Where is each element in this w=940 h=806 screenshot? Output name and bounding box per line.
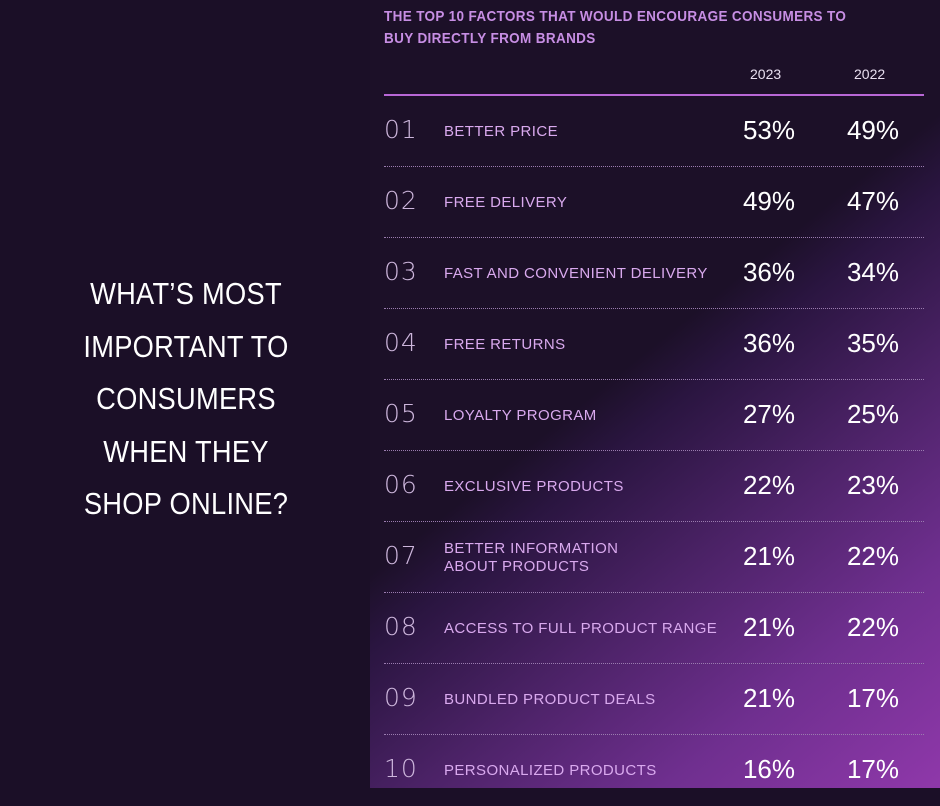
value-2022: 17% xyxy=(846,754,900,784)
row-rank: 06 xyxy=(384,470,418,499)
row-divider xyxy=(384,166,924,167)
value-2022: 47% xyxy=(846,186,900,216)
header-divider xyxy=(384,94,924,96)
value-2023: 36% xyxy=(742,257,796,287)
table-row: 03 FAST AND CONVENIENT DELIVERY 36% 34% xyxy=(384,238,924,309)
table-row: 01 BETTER PRICE 53% 49% xyxy=(384,96,924,167)
value-2023: 53% xyxy=(742,115,796,145)
row-label-line: EXCLUSIVE PRODUCTS xyxy=(444,478,624,495)
row-label: FAST AND CONVENIENT DELIVERY xyxy=(444,265,708,283)
column-header-2023: 2023 xyxy=(750,66,782,82)
headline-line: WHAT’S MOST xyxy=(90,276,282,311)
row-label-line: FAST AND CONVENIENT DELIVERY xyxy=(444,265,708,282)
table-row: 07 BETTER INFORMATION ABOUT PRODUCTS 21% 22% xyxy=(384,522,924,593)
row-label: PERSONALIZED PRODUCTS xyxy=(444,762,657,780)
value-2023: 49% xyxy=(742,186,796,216)
row-divider xyxy=(384,308,924,309)
table-row: 10 PERSONALIZED PRODUCTS 16% 17% xyxy=(384,735,924,806)
row-divider xyxy=(384,663,924,664)
value-2022: 25% xyxy=(846,399,900,429)
row-divider xyxy=(384,521,924,522)
row-label-line: LOYALTY PROGRAM xyxy=(444,407,597,424)
value-2022: 17% xyxy=(846,683,900,713)
table-row: 04 FREE RETURNS 36% 35% xyxy=(384,309,924,380)
row-rank: 04 xyxy=(384,328,418,357)
row-rank: 07 xyxy=(384,541,418,570)
row-label-line: ABOUT PRODUCTS xyxy=(444,558,590,575)
row-label-line: BUNDLED PRODUCT DEALS xyxy=(444,691,656,708)
row-label: LOYALTY PROGRAM xyxy=(444,407,597,425)
row-label-line: FREE RETURNS xyxy=(444,336,566,353)
value-2022: 22% xyxy=(846,541,900,571)
table-row: 06 EXCLUSIVE PRODUCTS 22% 23% xyxy=(384,451,924,522)
table-row: 09 BUNDLED PRODUCT DEALS 21% 17% xyxy=(384,664,924,735)
value-2023: 22% xyxy=(742,470,796,500)
table-row: 05 LOYALTY PROGRAM 27% 25% xyxy=(384,380,924,451)
headline: WHAT’S MOST IMPORTANT TO CONSUMERS WHEN … xyxy=(22,268,349,531)
table-row: 08 ACCESS TO FULL PRODUCT RANGE 21% 22% xyxy=(384,593,924,664)
table-row: 02 FREE DELIVERY 49% 47% xyxy=(384,167,924,238)
row-rank: 02 xyxy=(384,186,418,215)
row-divider xyxy=(384,379,924,380)
value-2023: 21% xyxy=(742,541,796,571)
row-label-line: PERSONALIZED PRODUCTS xyxy=(444,762,657,779)
row-rank: 08 xyxy=(384,612,418,641)
value-2023: 27% xyxy=(742,399,796,429)
headline-line: CONSUMERS xyxy=(96,381,276,416)
row-label: BETTER PRICE xyxy=(444,123,558,141)
row-label-line: BETTER INFORMATION xyxy=(444,540,619,557)
value-2023: 21% xyxy=(742,683,796,713)
value-2023: 21% xyxy=(742,612,796,642)
table-panel-background xyxy=(370,0,940,788)
row-label: ACCESS TO FULL PRODUCT RANGE xyxy=(444,620,717,638)
left-panel xyxy=(0,0,370,788)
row-divider xyxy=(384,734,924,735)
table-title: THE TOP 10 FACTORS THAT WOULD ENCOURAGE … xyxy=(384,8,847,47)
value-2022: 34% xyxy=(846,257,900,287)
row-label-line: FREE DELIVERY xyxy=(444,194,568,211)
value-2022: 22% xyxy=(846,612,900,642)
row-label-line: BETTER PRICE xyxy=(444,123,558,140)
row-label: BETTER INFORMATION ABOUT PRODUCTS xyxy=(444,540,618,576)
row-label: BUNDLED PRODUCT DEALS xyxy=(444,691,656,709)
row-rank: 09 xyxy=(384,683,418,712)
headline-line: SHOP ONLINE? xyxy=(83,486,289,521)
row-label: FREE DELIVERY xyxy=(444,194,567,212)
row-label: FREE RETURNS xyxy=(444,336,565,354)
headline-line: IMPORTANT TO xyxy=(83,328,289,364)
row-divider xyxy=(384,237,924,238)
row-rank: 01 xyxy=(384,115,418,144)
row-rank: 03 xyxy=(384,257,418,286)
value-2022: 23% xyxy=(846,470,900,500)
value-2023: 36% xyxy=(742,328,796,358)
row-label: EXCLUSIVE PRODUCTS xyxy=(444,478,624,496)
value-2022: 49% xyxy=(846,115,900,145)
value-2023: 16% xyxy=(742,754,796,784)
row-divider xyxy=(384,592,924,593)
row-rank: 05 xyxy=(384,399,418,428)
headline-line: WHEN THEY xyxy=(103,433,269,469)
row-label-line: ACCESS TO FULL PRODUCT RANGE xyxy=(444,620,718,637)
value-2022: 35% xyxy=(846,328,900,358)
column-header-2022: 2022 xyxy=(854,66,886,82)
row-divider xyxy=(384,450,924,451)
row-rank: 10 xyxy=(384,754,418,783)
